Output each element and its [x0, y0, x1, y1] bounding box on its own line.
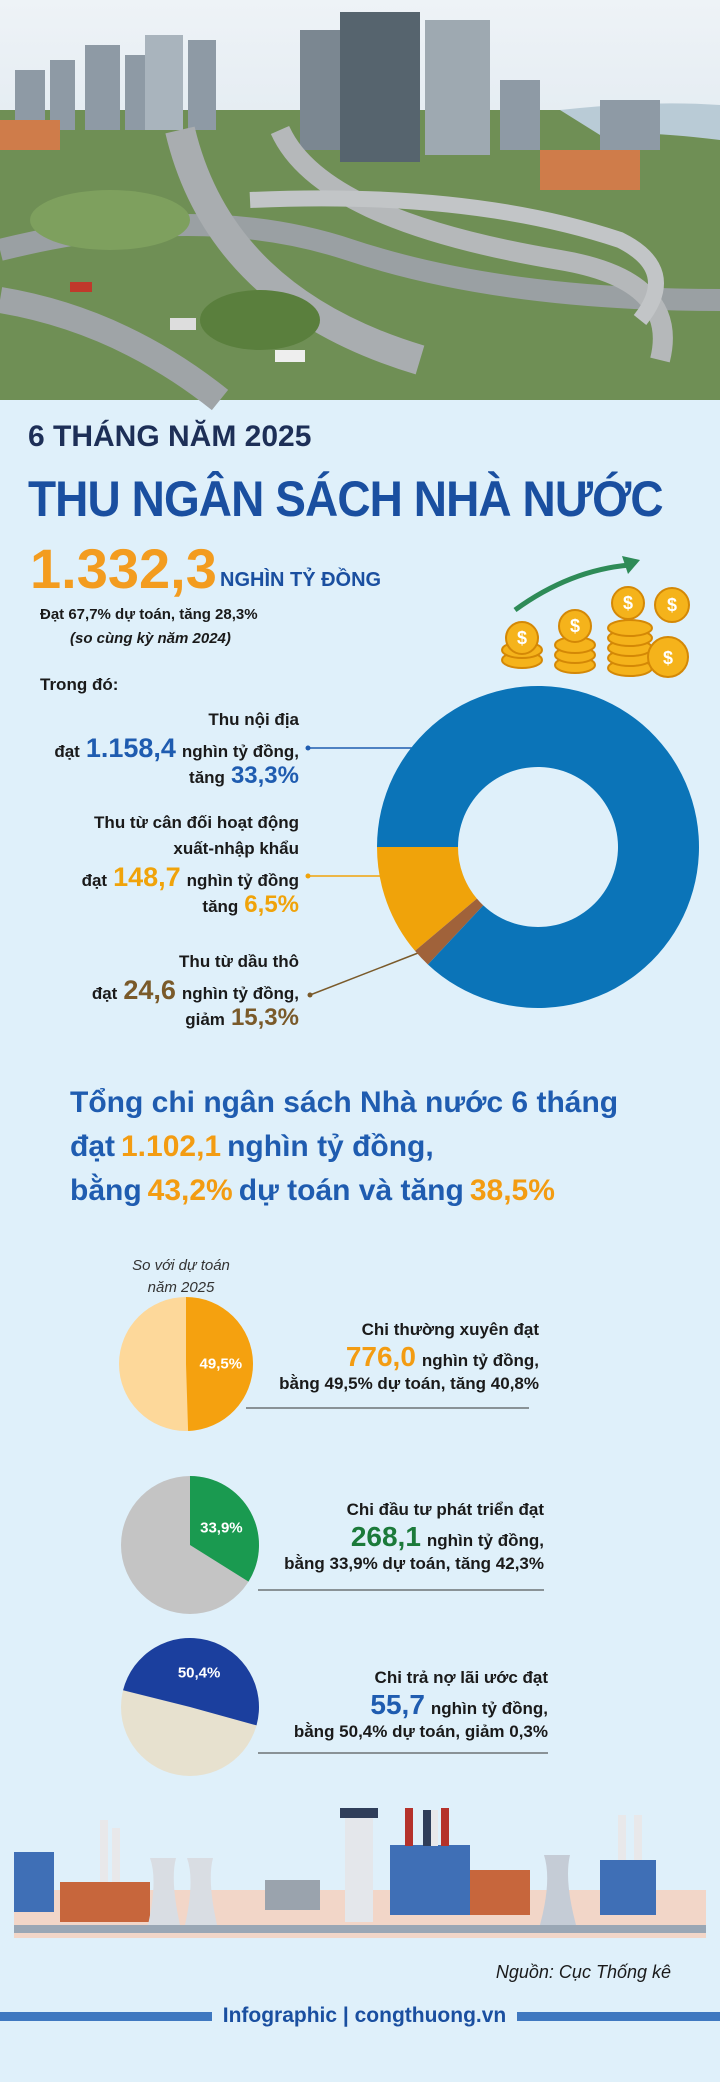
headline-segment: 1.102,1 — [121, 1130, 222, 1163]
pie-item-label-text: Chi thường xuyên đạt — [361, 1320, 539, 1339]
leader-lines — [305, 745, 419, 998]
underlines — [246, 1407, 548, 1754]
revenue-total: 1.332,3 — [30, 537, 217, 600]
pie-label: 33,9% — [200, 1520, 243, 1537]
pie-slice — [186, 1297, 254, 1431]
donut-segment — [377, 686, 700, 1008]
expenditure-pies: 49,5% 33,9% 50,4% — [119, 1297, 260, 1776]
pie-label: 50,4% — [178, 1664, 221, 1681]
item-change-label: tăng — [189, 768, 225, 787]
item-amount-line: đạt 148,7 nghìn tỷ đồng — [82, 861, 299, 897]
headline-line: đạt 1.102,1 nghìn tỷ đồng, — [70, 1128, 434, 1166]
pie-slice — [123, 1637, 260, 1726]
donut-segment — [377, 847, 477, 951]
pie-caption: năm 2025 — [111, 1279, 251, 1296]
item-unit: nghìn tỷ đồng, — [181, 742, 299, 761]
item-name-text: Thu từ cân đối hoạt động — [94, 813, 299, 832]
headline-segment: 43,2% — [147, 1174, 233, 1207]
pie-slice — [190, 1476, 260, 1582]
item-change-line: tăng 6,5% — [202, 890, 299, 922]
item-amount-line: đạt 24,6 nghìn tỷ đồng, — [92, 974, 299, 1010]
pie-item-unit: nghìn tỷ đồng, — [426, 1531, 544, 1550]
item-change-label: tăng — [202, 897, 239, 916]
revenue-note: Đạt 67,7% dự toán, tăng 28,3% — [40, 606, 258, 623]
item-name: Thu từ cân đối hoạt động — [94, 813, 299, 833]
pie-item-label: Chi thường xuyên đạt — [362, 1320, 539, 1340]
item-name: Thu nội địa — [208, 710, 299, 730]
pie-caption-text: năm 2025 — [147, 1279, 215, 1296]
pie-item-amount: 55,7 — [370, 1689, 425, 1720]
pie-item-detail-text: bằng 49,5% dự toán, tăng 40,8% — [279, 1374, 539, 1393]
headline-segment: dự toán và tăng — [238, 1174, 464, 1207]
headline-segment: đạt — [70, 1130, 115, 1163]
item-change: 15,3% — [230, 1004, 299, 1031]
pie-item-amount-line: 776,0 nghìn tỷ đồng, — [346, 1340, 539, 1378]
svg-text:$: $ — [663, 648, 673, 668]
source: Nguồn: Cục Thống kê — [495, 1962, 671, 1982]
title: THU NGÂN SÁCH NHÀ NƯỚC — [28, 471, 664, 527]
pie-item-detail: bằng 50,4% dự toán, giảm 0,3% — [294, 1722, 548, 1742]
item-name: Thu từ dầu thô — [179, 952, 299, 972]
pie-item-detail: bằng 33,9% dự toán, tăng 42,3% — [284, 1554, 544, 1574]
svg-text:$: $ — [517, 628, 527, 648]
headline-line: Tổng chi ngân sách Nhà nước 6 tháng — [70, 1084, 618, 1122]
pie-item-detail-text: bằng 33,9% dự toán, tăng 42,3% — [284, 1554, 544, 1573]
item-amount: 148,7 — [113, 862, 181, 892]
headline-line: bằng 43,2% dự toán và tăng 38,5% — [70, 1172, 555, 1210]
pie-item-amount-line: 55,7 nghìn tỷ đồng, — [370, 1688, 548, 1726]
pie-item-label: Chi đầu tư phát triển đạt — [347, 1500, 544, 1520]
item-change-line: giảm 15,3% — [185, 1003, 299, 1035]
footer-bars — [0, 2012, 720, 2021]
pie-caption-text: So với dự toán — [132, 1257, 230, 1274]
pie-item-unit: nghìn tỷ đồng, — [421, 1351, 539, 1370]
pie-caption: So với dự toán — [111, 1257, 251, 1274]
pie-label: 49,5% — [200, 1355, 243, 1372]
item-name-text: xuất-nhập khẩu — [173, 839, 299, 858]
donut-segment — [415, 898, 484, 965]
item-change-line: tăng 33,3% — [189, 761, 299, 793]
factory-illustration — [14, 1808, 706, 1938]
item-unit: nghìn tỷ đồng — [186, 871, 299, 890]
item-prefix: đạt — [54, 742, 80, 761]
headline-segment: 38,5% — [469, 1174, 555, 1207]
pie-item-amount: 268,1 — [350, 1521, 421, 1552]
item-change: 33,3% — [230, 762, 299, 789]
item-name-text: Thu nội địa — [208, 710, 299, 729]
pie-item-detail-text: bằng 50,4% dự toán, giảm 0,3% — [293, 1722, 548, 1741]
pie-item-amount-line: 268,1 nghìn tỷ đồng, — [351, 1520, 544, 1558]
headline-segment: nghìn tỷ đồng, — [227, 1130, 434, 1163]
svg-text:$: $ — [667, 595, 677, 615]
pie-item-label: Chi trả nợ lãi ước đạt — [375, 1668, 548, 1688]
coins-icon: $ $ $ $ $ — [501, 556, 690, 678]
item-change: 6,5% — [244, 891, 299, 918]
headline-segment: bằng — [70, 1174, 142, 1207]
pie-item-detail: bằng 49,5% dự toán, tăng 40,8% — [279, 1374, 539, 1394]
item-amount: 1.158,4 — [85, 733, 176, 763]
item-change-label: giảm — [185, 1010, 225, 1029]
item-unit: nghìn tỷ đồng, — [181, 984, 299, 1003]
revenue-donut — [377, 686, 700, 1008]
breakdown-label: Trong đó: — [40, 675, 119, 694]
svg-text:$: $ — [570, 616, 580, 636]
headline-segment: Tổng chi ngân sách Nhà nước 6 tháng — [70, 1086, 619, 1119]
footer: Infographic | congthuong.vn — [222, 2004, 507, 2027]
pie-item-label-text: Chi đầu tư phát triển đạt — [346, 1500, 544, 1519]
city-photo — [0, 0, 720, 411]
item-amount: 24,6 — [123, 975, 176, 1005]
pie-item-label-text: Chi trả nợ lãi ước đạt — [374, 1668, 548, 1687]
revenue-note2: (so cùng kỳ năm 2024) — [70, 630, 231, 647]
svg-text:$: $ — [623, 593, 633, 613]
pie-item-amount: 776,0 — [345, 1341, 416, 1372]
period: 6 THÁNG NĂM 2025 — [28, 420, 312, 453]
item-prefix: đạt — [81, 871, 108, 890]
revenue-unit: NGHÌN TỶ ĐỒNG — [220, 569, 382, 591]
item-prefix: đạt — [91, 984, 118, 1003]
pie-item-unit: nghìn tỷ đồng, — [430, 1699, 548, 1718]
item-name: xuất-nhập khẩu — [173, 839, 299, 859]
item-name-text: Thu từ dầu thô — [179, 952, 299, 971]
item-amount-line: đạt 1.158,4 nghìn tỷ đồng, — [54, 732, 299, 768]
